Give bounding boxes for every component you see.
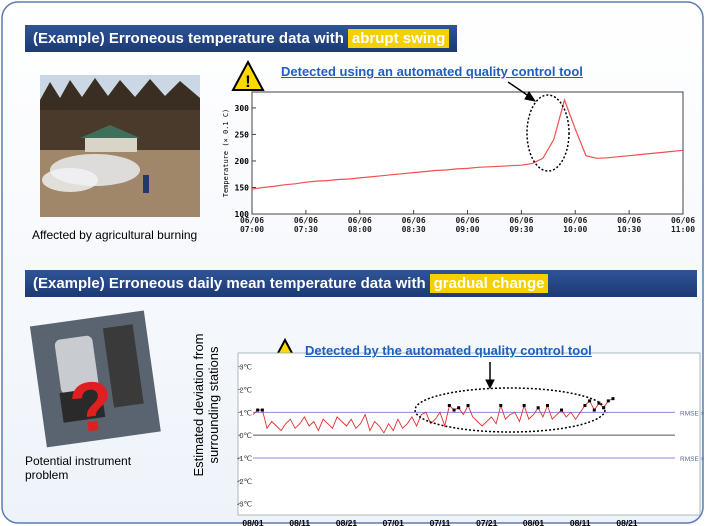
exceedance-marker	[467, 404, 470, 407]
banner-text: (Example) Erroneous temperature data wit…	[33, 30, 344, 47]
svg-text:!: !	[245, 72, 251, 91]
exceedance-marker	[546, 404, 549, 407]
y-tick-label: 1℃	[239, 408, 252, 417]
exceedance-marker	[611, 397, 614, 400]
y-axis-label: Estimated deviation from surrounding sta…	[191, 330, 221, 480]
exceedance-marker	[499, 404, 502, 407]
banner: (Example) Erroneous daily mean temperatu…	[25, 270, 697, 297]
exceedance-marker	[593, 409, 596, 412]
x-tick-label: 06/06 10:00	[558, 216, 592, 234]
photo-burning	[40, 75, 200, 217]
x-tick-label: 07/11	[430, 518, 451, 526]
banner-text: (Example) Erroneous daily mean temperatu…	[33, 275, 426, 292]
plot-frame	[252, 92, 683, 214]
x-tick-label: 08/11	[570, 518, 591, 526]
reference-label: RMSE × −3	[680, 456, 706, 463]
x-tick-label: 08/01	[523, 518, 545, 526]
y-tick-label: 250	[235, 130, 250, 139]
x-tick-label: 06/06 09:00	[451, 216, 485, 234]
x-tick-label: 06/06 07:30	[289, 216, 323, 234]
x-tick-label: 06/06 07:00	[235, 216, 269, 234]
exceedance-marker	[560, 409, 563, 412]
reference-label: RMSE × 3	[680, 410, 706, 417]
y-tick-label: 0℃	[239, 431, 252, 440]
y-tick-label: -3℃	[237, 500, 253, 509]
banner-highlight: gradual change	[430, 274, 549, 293]
y-axis-label: Temperature (× 0.1 C)	[222, 109, 230, 198]
exceedance-marker	[523, 404, 526, 407]
exceedance-marker	[457, 406, 460, 409]
x-tick-label: 08/21	[336, 518, 358, 526]
y-tick-label: 200	[235, 157, 250, 166]
x-tick-label: 07/21	[476, 518, 498, 526]
x-tick-label: 08/01	[242, 518, 264, 526]
y-tick-label: 2℃	[239, 386, 252, 395]
x-tick-label: 07/01	[383, 518, 405, 526]
caption: Affected by agricultural burning	[32, 228, 197, 242]
x-tick-label: 08/21	[616, 518, 638, 526]
exceedance-marker	[256, 409, 259, 412]
x-tick-label: 06/06 09:30	[504, 216, 538, 234]
y-tick-label: -2℃	[237, 477, 253, 486]
detection-note: Detected by the automated quality contro…	[305, 343, 592, 358]
exceedance-marker	[453, 409, 456, 412]
exceedance-marker	[588, 399, 591, 402]
caption: Potential instrument problem	[25, 454, 170, 482]
x-tick-label: 06/06 08:00	[343, 216, 377, 234]
exceedance-marker	[607, 399, 610, 402]
x-tick-label: 08/11	[289, 518, 310, 526]
y-tick-label: 150	[235, 183, 250, 192]
exceedance-marker	[583, 404, 586, 407]
y-tick-label: 3℃	[239, 363, 252, 372]
x-tick-label: 06/06 10:30	[612, 216, 646, 234]
banner: (Example) Erroneous temperature data wit…	[25, 25, 457, 52]
detection-note: Detected using an automated quality cont…	[281, 64, 583, 79]
x-tick-label: 06/06 11:00	[666, 216, 700, 234]
exceedance-marker	[537, 406, 540, 409]
x-tick-label: 06/06 08:30	[397, 216, 431, 234]
exceedance-marker	[448, 404, 451, 407]
chart-deviation: 3℃ 2℃ 1℃ 0℃ -1℃ -2℃ -3℃ RMSE × 3 RMSE × −3 08/01 0…	[237, 353, 706, 526]
plot-frame	[238, 353, 700, 515]
photo-instrument: ?	[30, 311, 162, 453]
exceedance-marker	[261, 409, 264, 412]
y-tick-label: 300	[235, 104, 250, 113]
slide: ? ! ! 100150200250300Temperature (× 0.1 …	[0, 0, 706, 526]
y-tick-label: -1℃	[237, 454, 253, 463]
banner-highlight: abrupt swing	[348, 29, 449, 48]
